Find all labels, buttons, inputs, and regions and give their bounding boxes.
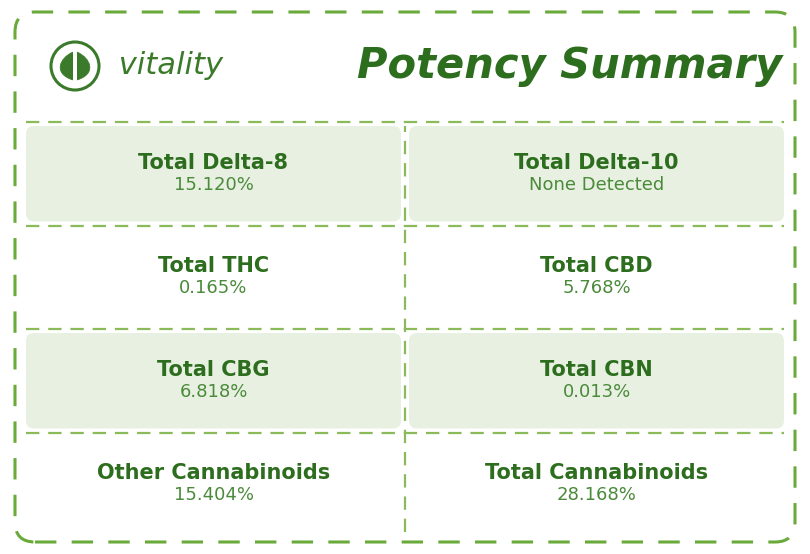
- PathPatch shape: [77, 52, 90, 80]
- FancyBboxPatch shape: [26, 126, 401, 222]
- Text: 0.013%: 0.013%: [562, 383, 631, 401]
- FancyBboxPatch shape: [26, 229, 401, 325]
- Text: 5.768%: 5.768%: [562, 279, 631, 297]
- FancyBboxPatch shape: [409, 333, 784, 428]
- Text: Total CBD: Total CBD: [540, 257, 653, 276]
- FancyBboxPatch shape: [409, 126, 784, 222]
- Text: None Detected: None Detected: [529, 176, 664, 194]
- PathPatch shape: [60, 52, 73, 80]
- Text: vitality: vitality: [109, 52, 223, 80]
- FancyBboxPatch shape: [409, 437, 784, 532]
- Text: 15.404%: 15.404%: [173, 486, 254, 504]
- Text: 0.165%: 0.165%: [179, 279, 248, 297]
- Text: Total THC: Total THC: [158, 257, 269, 276]
- Text: 28.168%: 28.168%: [556, 486, 637, 504]
- Text: Total CBN: Total CBN: [540, 360, 653, 379]
- FancyBboxPatch shape: [409, 229, 784, 325]
- Text: 15.120%: 15.120%: [173, 176, 254, 194]
- Text: Total CBG: Total CBG: [157, 360, 270, 379]
- Text: Total Delta-10: Total Delta-10: [514, 153, 679, 173]
- Text: 6.818%: 6.818%: [179, 383, 248, 401]
- Text: Total Cannabinoids: Total Cannabinoids: [485, 463, 708, 483]
- FancyBboxPatch shape: [26, 333, 401, 428]
- Text: Total Delta-8: Total Delta-8: [139, 153, 288, 173]
- FancyBboxPatch shape: [15, 12, 795, 542]
- Text: Potency Summary: Potency Summary: [357, 45, 782, 87]
- FancyBboxPatch shape: [26, 437, 401, 532]
- Text: Other Cannabinoids: Other Cannabinoids: [97, 463, 330, 483]
